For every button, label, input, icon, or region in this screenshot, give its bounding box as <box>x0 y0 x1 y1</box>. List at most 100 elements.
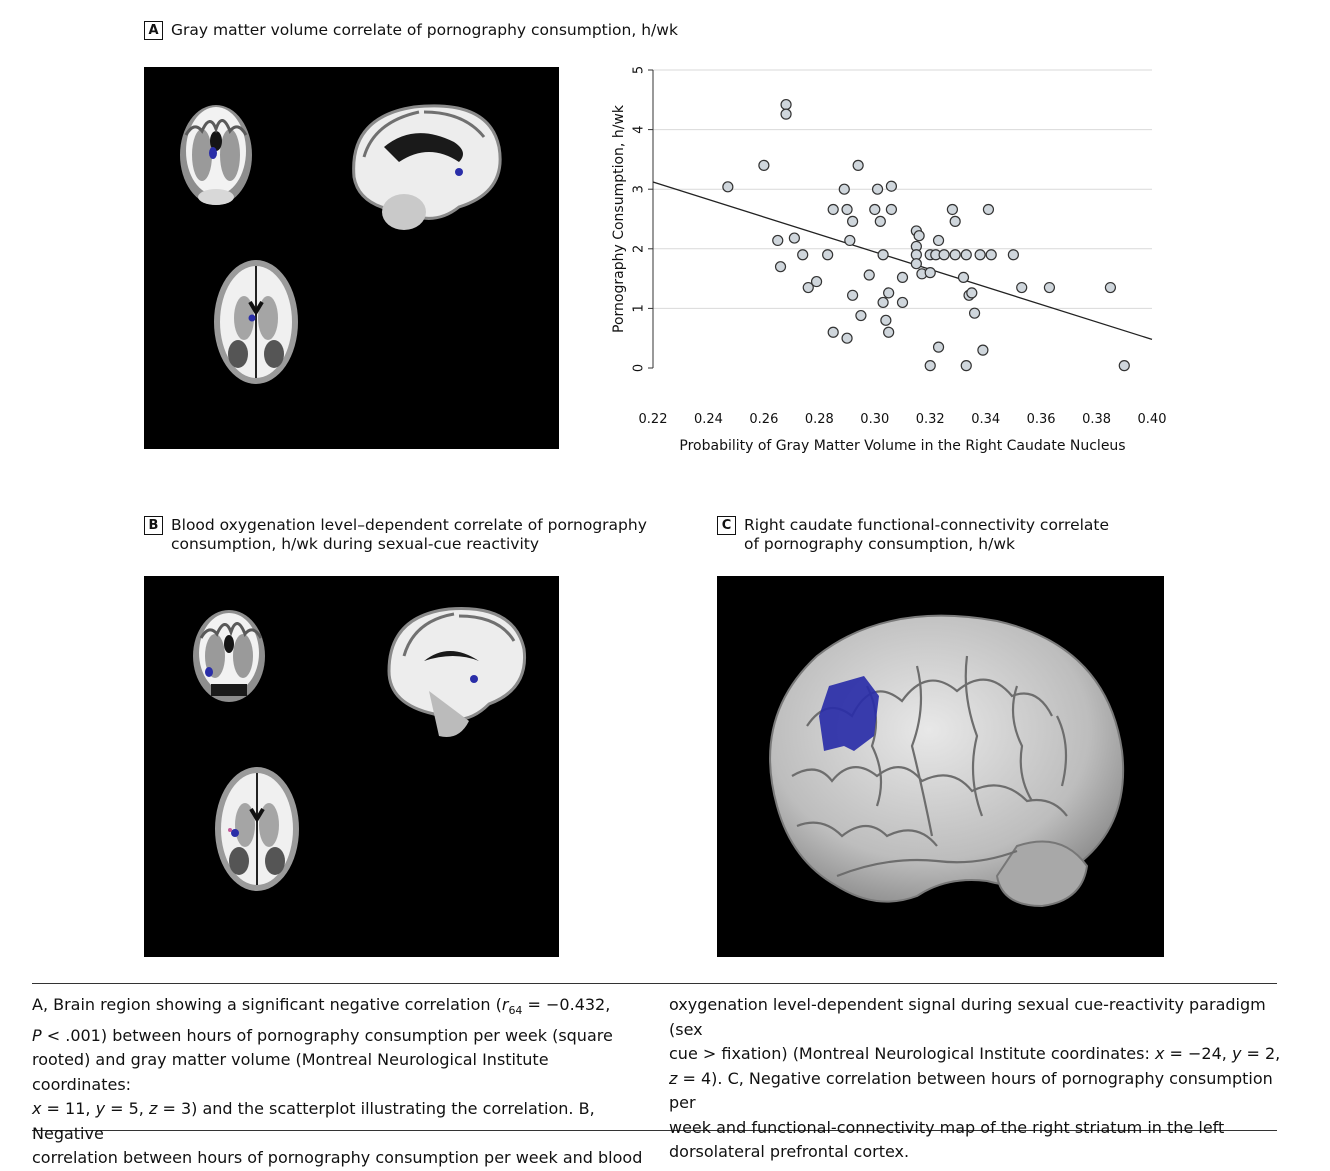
data-point <box>827 203 839 216</box>
data-point <box>913 230 925 242</box>
panel-c-title: Right caudate functional-connectivity co… <box>744 516 1110 553</box>
data-point <box>877 249 889 261</box>
data-point <box>841 203 853 216</box>
x-tick-label-0.24: 0.24 <box>694 412 723 427</box>
data-point <box>924 360 936 372</box>
y-tick-label-3: 3 <box>632 185 647 193</box>
sagittal-slice-b <box>387 607 527 737</box>
x-axis-label: Probability of Gray Matter Volume in the… <box>679 438 1125 454</box>
data-point <box>883 326 895 338</box>
data-point <box>949 215 961 227</box>
y-axis-label: Pornography Consumption, h/wk <box>611 104 627 333</box>
data-point <box>910 258 922 270</box>
data-point <box>985 249 997 261</box>
caption-2-line-3: z = 4). C, Negative correlation between … <box>669 1068 1273 1113</box>
data-point <box>874 215 886 227</box>
panel-b-label: B Blood oxygenation level–dependent corr… <box>144 516 647 554</box>
axial-slice-a <box>214 260 298 384</box>
data-point <box>957 271 970 284</box>
y-tick-label-0: 0 <box>632 364 647 372</box>
x-tick-label-0.36: 0.36 <box>1027 412 1056 427</box>
caption-1-line-5: correlation between hours of pornography… <box>32 1148 643 1168</box>
data-point <box>852 159 864 171</box>
caption-2-line-4: week and functional-connectivity map of … <box>669 1117 1225 1137</box>
data-point <box>977 344 989 356</box>
panel-b-brain-image <box>144 576 559 957</box>
panel-b-brain-slices <box>193 607 527 891</box>
data-point <box>722 181 734 193</box>
data-point <box>1007 249 1019 261</box>
x-tick-label-0.22: 0.22 <box>639 412 668 427</box>
data-point <box>869 203 881 216</box>
data-point <box>932 341 945 353</box>
data-point <box>844 234 856 247</box>
caption-1-line-1: A, Brain region showing a significant ne… <box>32 995 611 1018</box>
data-point <box>774 261 787 273</box>
data-point <box>810 275 823 288</box>
panel-a-brain-slices <box>180 104 502 384</box>
data-point <box>966 287 978 299</box>
panel-c-label: C Right caudate functional-connectivity … <box>717 516 1109 554</box>
data-point <box>896 296 909 309</box>
data-point <box>863 269 875 281</box>
x-tick-label-0.38: 0.38 <box>1082 412 1111 427</box>
data-point <box>758 159 770 171</box>
data-point <box>880 314 892 326</box>
data-point <box>1118 360 1130 372</box>
axial-slice-b <box>215 767 299 891</box>
x-tick-label-0.40: 0.40 <box>1138 412 1167 427</box>
chart-fit-line <box>652 181 1153 341</box>
panel-c-letter: C <box>717 516 736 535</box>
data-point <box>780 98 792 111</box>
coronal-slice-a <box>180 105 252 205</box>
data-point <box>871 183 884 195</box>
y-tick-label-1: 1 <box>632 304 647 312</box>
data-point <box>1016 281 1028 294</box>
caption-1-line-3: rooted) and gray matter volume (Montreal… <box>32 1050 549 1094</box>
caption-1-line-2: P < .001) between hours of pornography c… <box>32 1025 613 1045</box>
caption-2-line-1: oxygenation level-dependent signal durin… <box>669 995 1266 1039</box>
chart-labels: 0 1 2 3 4 5 0.22 0.24 0.26 0.28 0.30 0.32 0.34 0.36 0.… <box>611 66 1166 454</box>
x-tick-label-0.30: 0.30 <box>860 412 889 427</box>
data-point <box>896 271 909 284</box>
data-point <box>960 249 972 261</box>
data-point <box>855 309 867 322</box>
data-point <box>949 249 961 261</box>
data-point <box>838 183 850 195</box>
panel-a-title: Gray matter volume correlate of pornogra… <box>171 21 678 39</box>
panel-c-brain-render <box>769 614 1125 908</box>
data-point <box>883 287 895 299</box>
data-point <box>885 180 898 192</box>
data-point <box>1043 281 1056 294</box>
panel-b-letter: B <box>144 516 163 535</box>
data-point <box>802 281 814 294</box>
data-point <box>968 307 981 319</box>
x-tick-label-0.32: 0.32 <box>916 412 945 427</box>
data-point <box>841 332 853 344</box>
chart-axes <box>648 69 654 369</box>
data-point <box>932 234 945 247</box>
data-point <box>847 289 859 301</box>
data-point <box>877 296 889 309</box>
y-tick-label-2: 2 <box>632 245 647 253</box>
caption-1-line-4: x = 11, y = 5, z = 3) and the scatterplo… <box>32 1099 595 1143</box>
chart-gridlines <box>653 69 1152 309</box>
data-point <box>982 203 995 216</box>
caption-column-1: A, Brain region showing a significant ne… <box>32 993 652 1171</box>
y-tick-label-5: 5 <box>632 66 647 74</box>
data-point <box>924 267 936 279</box>
chart-points <box>722 98 1130 372</box>
regression-line <box>652 181 1153 341</box>
connectivity-cluster <box>819 676 879 751</box>
panel-a-label: A Gray matter volume correlate of pornog… <box>144 21 678 40</box>
data-point <box>780 108 792 120</box>
data-point <box>822 249 834 261</box>
panel-a-letter: A <box>144 21 163 40</box>
data-point <box>946 203 958 216</box>
y-tick-label-4: 4 <box>632 125 647 133</box>
coronal-slice-b <box>193 610 265 702</box>
data-point <box>938 249 950 261</box>
data-point <box>827 326 839 338</box>
data-point <box>788 232 800 244</box>
data-point <box>885 203 898 216</box>
